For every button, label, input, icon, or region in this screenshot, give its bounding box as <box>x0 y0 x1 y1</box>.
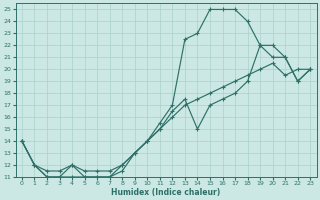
X-axis label: Humidex (Indice chaleur): Humidex (Indice chaleur) <box>111 188 221 197</box>
